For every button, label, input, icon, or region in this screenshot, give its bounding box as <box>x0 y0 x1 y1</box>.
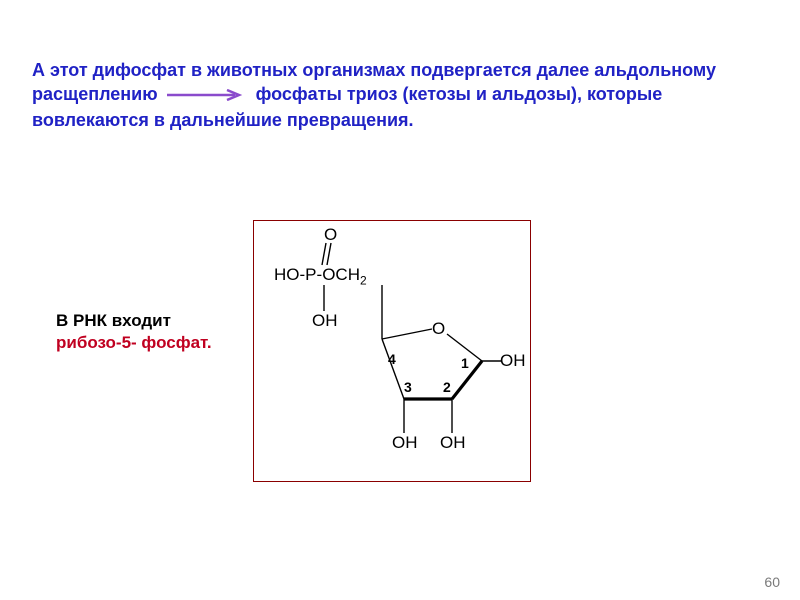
chemical-structure: O HO-P-OCH2 OH O OH OH OH 1 2 3 4 <box>253 220 531 482</box>
atom-oh-p: OH <box>312 311 338 331</box>
atom-oh-c1: OH <box>500 351 526 371</box>
caption-line1: В РНК входит <box>56 311 171 330</box>
atom-p: P <box>305 265 316 284</box>
caption-line2b: фосфат. <box>141 333 211 352</box>
atom-ho: HO <box>274 265 300 284</box>
reaction-arrow-icon <box>165 83 245 107</box>
atom-och2-sub: 2 <box>360 273 367 287</box>
ring-num-3: 3 <box>404 379 412 395</box>
ring-num-2: 2 <box>443 379 451 395</box>
ring-num-4: 4 <box>388 351 396 367</box>
atom-och2: OCH <box>322 265 360 284</box>
atom-o-ring: O <box>432 319 445 339</box>
atom-oh-c2: OH <box>440 433 466 453</box>
page-number: 60 <box>764 574 780 590</box>
phosphate-group: HO-P-OCH2 <box>274 265 367 287</box>
atom-oh-c3: OH <box>392 433 418 453</box>
side-caption: В РНК входит рибозо-5- фосфат. <box>56 310 226 354</box>
ring-num-1: 1 <box>461 355 469 371</box>
caption-line2a: рибозо-5- <box>56 333 137 352</box>
atom-o-top: O <box>324 225 337 245</box>
header-paragraph: А этот дифосфат в животных организмах по… <box>32 58 772 132</box>
